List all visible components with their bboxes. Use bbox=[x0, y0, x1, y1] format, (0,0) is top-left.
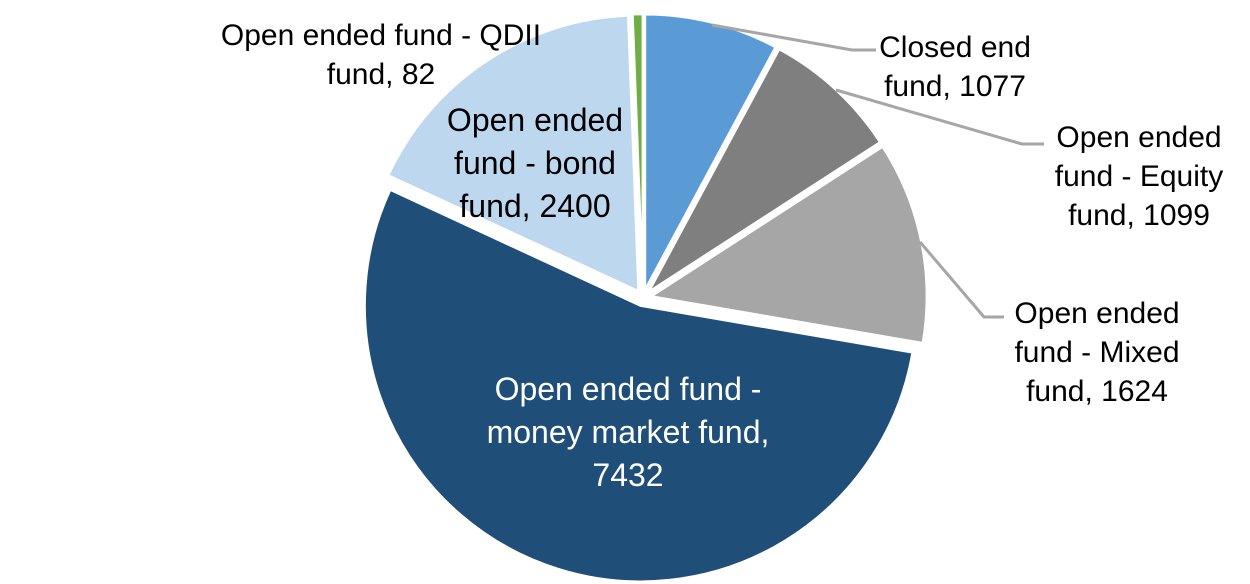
slice-label-line: Open ended fund - bbox=[494, 371, 762, 407]
leader-line-closed-end-fund bbox=[711, 23, 876, 52]
slice-label-line: fund, 2400 bbox=[459, 188, 611, 224]
pie-slice-open-ended-equity-fund[interactable] bbox=[647, 47, 882, 294]
slice-label-line: fund, 1624 bbox=[1026, 375, 1168, 408]
slice-label-open-ended-mixed-fund: Open ended fund - Mixed fund, 1624 bbox=[987, 294, 1207, 411]
leader-lines bbox=[711, 23, 1044, 319]
slice-label-line: 7432 bbox=[592, 457, 664, 493]
slice-label-line: fund - Mixed bbox=[1014, 336, 1180, 369]
slice-label-line: Open ended bbox=[446, 102, 624, 138]
slice-label-line: fund, 1099 bbox=[1068, 199, 1210, 232]
leader-line-equity-fund bbox=[835, 88, 1044, 146]
slice-label-open-ended-qdii-fund: Open ended fund - QDII fund, 82 bbox=[201, 16, 561, 94]
slice-label-line: Open ended bbox=[1014, 297, 1180, 330]
slice-label-line: Closed end bbox=[879, 31, 1031, 64]
slice-label-line: fund - Equity bbox=[1054, 160, 1224, 193]
pie-slice-open-ended-qdii-fund[interactable] bbox=[631, 12, 645, 291]
leader-line-mixed-fund bbox=[918, 241, 1004, 319]
pie-slice-closed-end-fund[interactable] bbox=[643, 12, 778, 291]
slice-label-closed-end-fund: Closed end fund, 1077 bbox=[845, 28, 1065, 106]
slice-label-line: Open ended fund - QDII bbox=[220, 19, 542, 52]
slice-label-open-ended-money-market-fund: Open ended fund - money market fund, 743… bbox=[448, 368, 808, 497]
pie-slice-open-ended-money-market-fund[interactable] bbox=[363, 188, 915, 583]
slice-label-line: money market fund, bbox=[486, 414, 770, 450]
slice-label-line: fund, 1077 bbox=[884, 70, 1026, 103]
slice-label-line: fund - bond bbox=[454, 145, 616, 181]
pie-slice-open-ended-bond-fund[interactable] bbox=[386, 14, 640, 294]
slice-label-open-ended-bond-fund: Open ended fund - bond fund, 2400 bbox=[405, 99, 665, 228]
slice-label-open-ended-equity-fund: Open ended fund - Equity fund, 1099 bbox=[1028, 118, 1250, 235]
pie-slices bbox=[363, 12, 929, 583]
slice-label-line: Open ended bbox=[1056, 121, 1222, 154]
slice-label-line: fund, 82 bbox=[326, 58, 436, 91]
